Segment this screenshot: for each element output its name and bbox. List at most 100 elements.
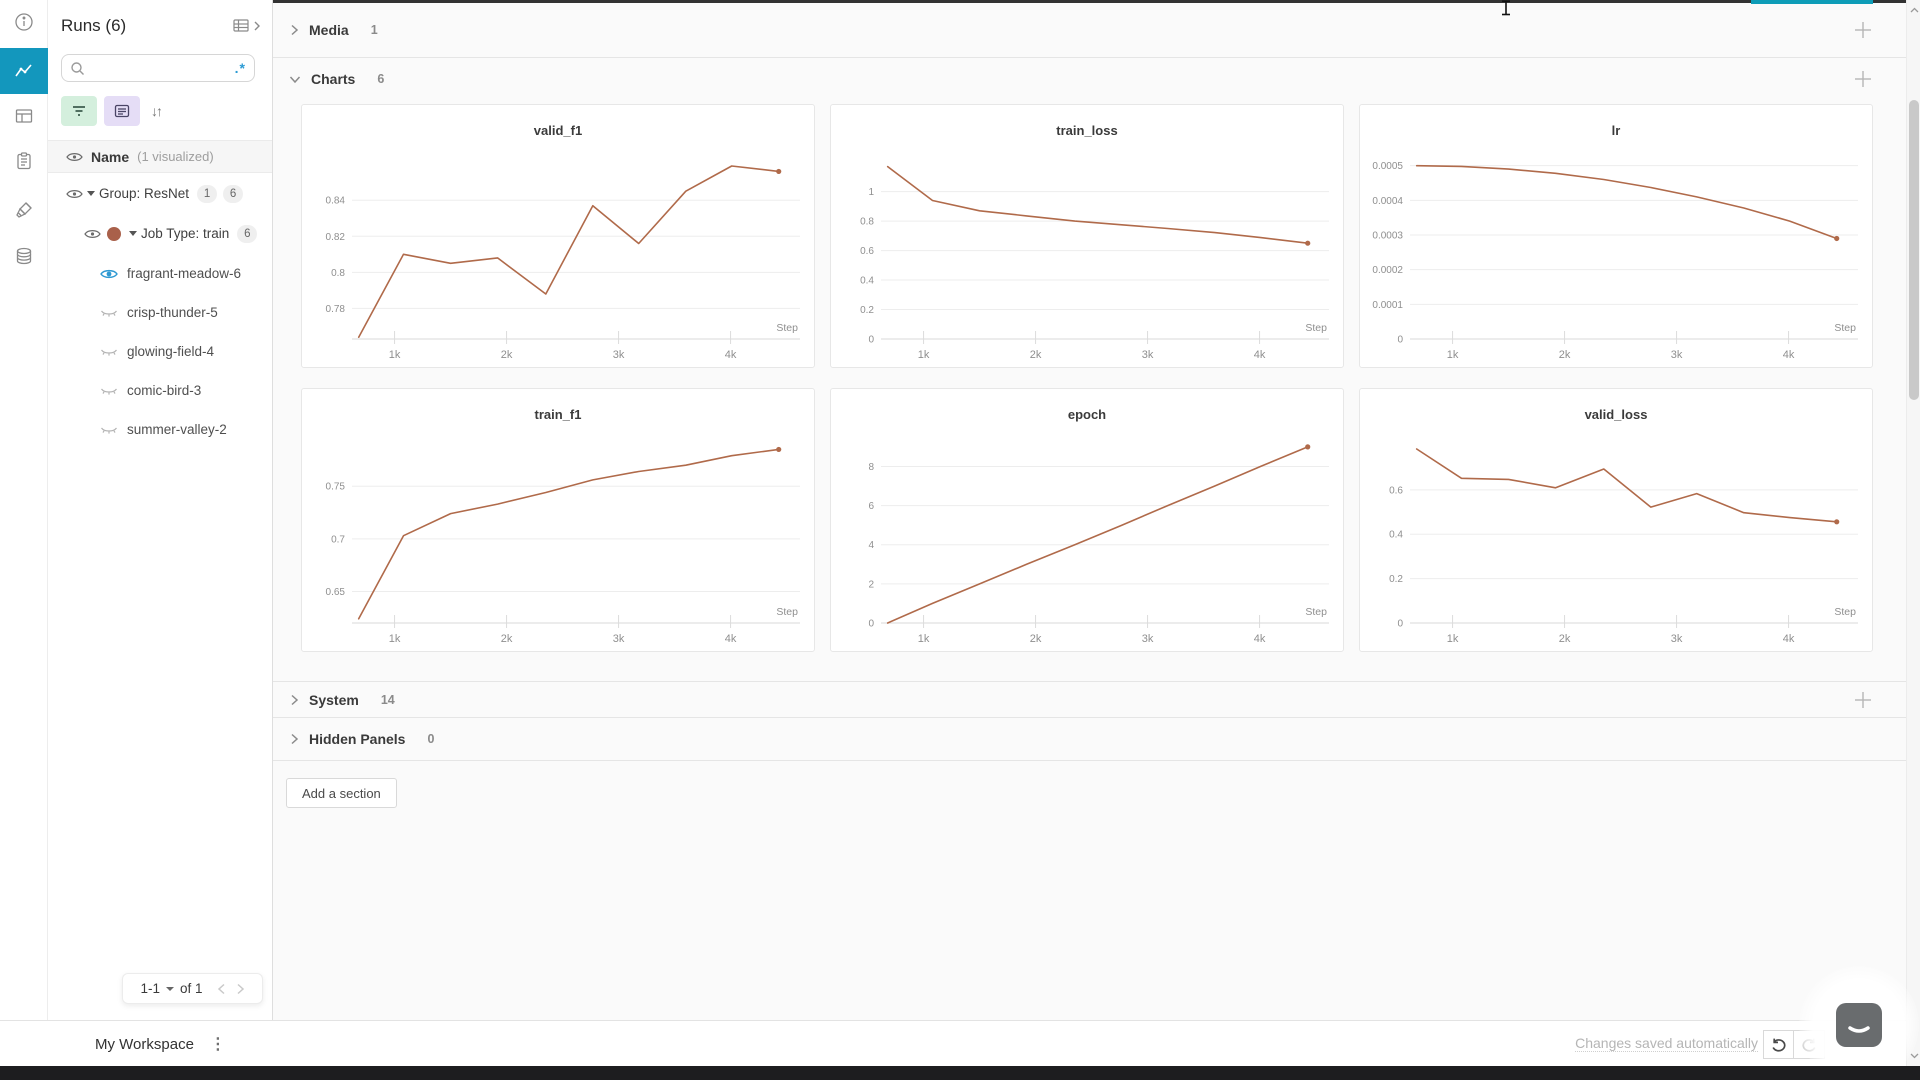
- run-display-settings-button[interactable]: [104, 96, 140, 126]
- add-panel-button[interactable]: [1854, 21, 1872, 39]
- svg-text:0: 0: [868, 619, 874, 630]
- job-type-label: Job Type: train: [141, 226, 230, 241]
- scroll-down-arrow[interactable]: [1907, 1048, 1920, 1064]
- svg-text:0.0002: 0.0002: [1372, 265, 1403, 276]
- collapse-caret-icon[interactable]: [87, 191, 95, 196]
- svg-text:8: 8: [868, 462, 874, 473]
- chevron-right-icon[interactable]: [289, 24, 299, 36]
- svg-text:2k: 2k: [501, 349, 513, 361]
- svg-text:2k: 2k: [1559, 349, 1571, 361]
- chevron-right-icon[interactable]: [289, 733, 299, 745]
- add-panel-button[interactable]: [1854, 70, 1872, 88]
- filter-runs-button[interactable]: [61, 96, 97, 126]
- chart-panel-valid_f1[interactable]: valid_f1 0.78 0.8 0.82 0.84 1k 2k 3k 4k Step: [301, 104, 815, 368]
- bottom-black-bar: [0, 1066, 1920, 1080]
- svg-text:0.82: 0.82: [326, 232, 346, 243]
- page-size-caret-icon[interactable]: [165, 986, 174, 991]
- chart-panel-train_f1[interactable]: train_f1 0.65 0.7 0.75 1k 2k 3k 4k Step: [301, 388, 815, 652]
- artifacts-icon[interactable]: [0, 236, 48, 276]
- runs-list-header[interactable]: Name (1 visualized): [48, 140, 272, 173]
- scrollbar-thumb[interactable]: [1909, 100, 1919, 400]
- vertical-scrollbar[interactable]: [1906, 0, 1920, 1066]
- section-count: 14: [380, 692, 395, 707]
- eye-icon[interactable]: [84, 228, 101, 240]
- svg-text:4k: 4k: [1254, 633, 1266, 645]
- svg-text:Step: Step: [776, 606, 798, 618]
- svg-text:1k: 1k: [918, 633, 930, 645]
- svg-text:0.7: 0.7: [331, 534, 345, 545]
- svg-text:0.0003: 0.0003: [1372, 231, 1403, 242]
- svg-text:3k: 3k: [1671, 349, 1683, 361]
- next-page-button[interactable]: [236, 983, 245, 995]
- collapse-caret-icon[interactable]: [129, 231, 137, 236]
- page-range[interactable]: 1-1: [140, 981, 160, 996]
- svg-text:0.0005: 0.0005: [1372, 161, 1403, 172]
- svg-text:0.8: 0.8: [331, 268, 345, 279]
- run-row[interactable]: summer-valley-2: [48, 410, 272, 449]
- eye-closed-icon[interactable]: [100, 307, 118, 319]
- section-hidden-panels[interactable]: Hidden Panels 0: [273, 718, 1906, 761]
- run-name: comic-bird-3: [127, 383, 202, 398]
- undo-button[interactable]: [1763, 1030, 1794, 1059]
- group-row[interactable]: Group: ResNet 1 6: [48, 174, 272, 213]
- run-row[interactable]: crisp-thunder-5: [48, 293, 272, 332]
- run-search-input[interactable]: [91, 60, 229, 76]
- svg-text:3k: 3k: [613, 349, 625, 361]
- sort-runs-button[interactable]: ↓↑: [151, 103, 163, 119]
- chart-plot: 0.65 0.7 0.75 1k 2k 3k 4k Step: [326, 446, 800, 645]
- scroll-up-arrow[interactable]: [1907, 2, 1920, 18]
- chart-panel-epoch[interactable]: epoch 0 2 4 6 8 1k 2k 3k 4k Step: [830, 388, 1344, 652]
- runs-table-icon[interactable]: [0, 96, 48, 136]
- eye-closed-icon[interactable]: [100, 385, 118, 397]
- svg-text:0.0001: 0.0001: [1372, 300, 1403, 311]
- chevron-down-icon[interactable]: [289, 74, 301, 84]
- chart-title: epoch: [1067, 407, 1107, 422]
- run-name: summer-valley-2: [127, 422, 227, 437]
- chart-panel-valid_loss[interactable]: valid_loss 0 0.2 0.4 0.6 1k 2k 3k 4k Step: [1359, 388, 1873, 652]
- chart-plot: 0 0.2 0.4 0.6 1k 2k 3k 4k Step: [1389, 448, 1858, 645]
- workspace-menu-button[interactable]: ⋮: [209, 1036, 226, 1053]
- run-row[interactable]: comic-bird-3: [48, 371, 272, 410]
- page-total: of 1: [179, 981, 203, 996]
- chart-panel-lr[interactable]: lr 0 0.0001 0.0002 0.0003 0.0004 0.0005 1k 2k 3k 4…: [1359, 104, 1873, 368]
- run-row[interactable]: glowing-field-4: [48, 332, 272, 371]
- info-icon[interactable]: [0, 2, 48, 42]
- chart-panel-train_loss[interactable]: train_loss 0 0.2 0.4 0.6 0.8 1 1k 2k 3k 4k Step: [830, 104, 1344, 368]
- section-media[interactable]: Media 1: [273, 3, 1906, 58]
- text-cursor: [1502, 0, 1510, 16]
- eye-closed-icon[interactable]: [100, 424, 118, 436]
- svg-text:4k: 4k: [1783, 349, 1795, 361]
- group-visualized-badge: 1: [197, 184, 218, 203]
- section-charts[interactable]: Charts 6: [273, 58, 1906, 100]
- chevron-right-icon[interactable]: [289, 694, 299, 706]
- regex-toggle[interactable]: .*: [234, 60, 246, 76]
- svg-text:0.2: 0.2: [1389, 574, 1403, 585]
- eye-closed-icon[interactable]: [100, 346, 118, 358]
- svg-text:1k: 1k: [918, 349, 930, 361]
- workspace-charts-icon[interactable]: [0, 48, 48, 94]
- svg-text:2k: 2k: [1030, 349, 1042, 361]
- svg-text:4k: 4k: [725, 633, 737, 645]
- run-row[interactable]: fragrant-meadow-6: [48, 254, 272, 293]
- list-settings-icon: [114, 104, 130, 118]
- expand-runs-table-button[interactable]: [233, 18, 261, 34]
- logs-icon[interactable]: [0, 141, 48, 181]
- charts-grid: valid_f1 0.78 0.8 0.82 0.84 1k 2k 3k 4k Step train…: [301, 104, 1873, 652]
- chat-bubble-button[interactable]: [1836, 1003, 1882, 1047]
- table-icon: [233, 19, 249, 32]
- job-type-row[interactable]: Job Type: train 6: [48, 214, 272, 253]
- workspace-name[interactable]: My Workspace: [95, 1035, 194, 1053]
- eye-visible-icon[interactable]: [100, 268, 118, 280]
- svg-text:1: 1: [868, 187, 874, 198]
- section-label: Hidden Panels: [309, 731, 406, 747]
- add-section-button[interactable]: Add a section: [286, 778, 397, 808]
- svg-text:Step: Step: [1305, 606, 1327, 618]
- job-color-dot: [107, 226, 121, 241]
- eye-icon[interactable]: [66, 188, 83, 200]
- svg-text:4k: 4k: [725, 349, 737, 361]
- prev-page-button[interactable]: [217, 983, 226, 995]
- chart-title: train_loss: [1056, 123, 1118, 138]
- add-panel-button[interactable]: [1854, 691, 1872, 709]
- section-system[interactable]: System 14: [273, 681, 1906, 718]
- sweeps-icon[interactable]: [0, 190, 48, 230]
